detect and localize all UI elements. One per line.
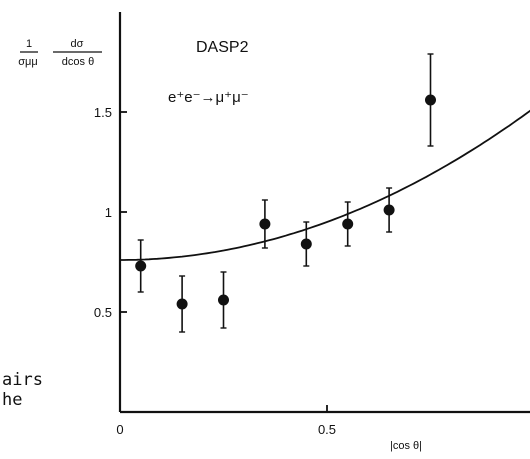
data-point-3 bbox=[259, 218, 271, 230]
fit-curve-layer bbox=[120, 109, 530, 261]
data-point-0 bbox=[135, 260, 147, 272]
ylabel-diff-numerator: dσ bbox=[71, 38, 84, 50]
x-tick-label-1: 0.5 bbox=[318, 422, 336, 437]
x-tick-label-0: 0 bbox=[116, 422, 123, 437]
y-tick-label-0: 0.5 bbox=[94, 305, 112, 320]
fit-curve bbox=[120, 109, 530, 261]
x-axis-label: |cos θ| bbox=[390, 440, 422, 452]
data-point-6 bbox=[383, 204, 395, 216]
data-point-2 bbox=[218, 294, 229, 306]
ylabel-factor-denominator: σμμ bbox=[18, 56, 37, 68]
y-tick-label-1: 1 bbox=[105, 205, 112, 220]
y-tick-label-2: 1.5 bbox=[94, 105, 112, 120]
cropped-body-text-2: he bbox=[2, 390, 23, 410]
data-point-4 bbox=[300, 238, 312, 250]
y-axis-label: 1 σμμ dσ dcos θ bbox=[18, 38, 102, 68]
ylabel-factor-numerator: 1 bbox=[26, 38, 32, 50]
axes bbox=[118, 12, 530, 414]
reaction-annotation: e⁺e⁻→μ⁺μ⁻ bbox=[168, 89, 249, 106]
data-point-1 bbox=[176, 298, 188, 310]
chart-title: DASP2 bbox=[196, 39, 249, 56]
data-point-7 bbox=[425, 94, 436, 106]
data-point-5 bbox=[342, 218, 354, 230]
ylabel-diff-denominator: dcos θ bbox=[62, 56, 94, 68]
tick-group: 0.5 1 1.5 0 0.5 bbox=[94, 105, 336, 437]
data-points-layer bbox=[135, 53, 436, 333]
cropped-body-text-1: airs bbox=[2, 370, 43, 390]
